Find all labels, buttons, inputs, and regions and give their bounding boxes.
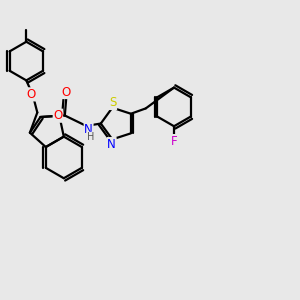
- Text: O: O: [27, 88, 36, 101]
- Text: H: H: [87, 132, 94, 142]
- Text: F: F: [171, 135, 177, 148]
- Text: O: O: [53, 109, 62, 122]
- Text: N: N: [84, 123, 93, 136]
- Text: S: S: [109, 96, 117, 110]
- Text: N: N: [107, 138, 116, 151]
- Text: O: O: [62, 85, 71, 98]
